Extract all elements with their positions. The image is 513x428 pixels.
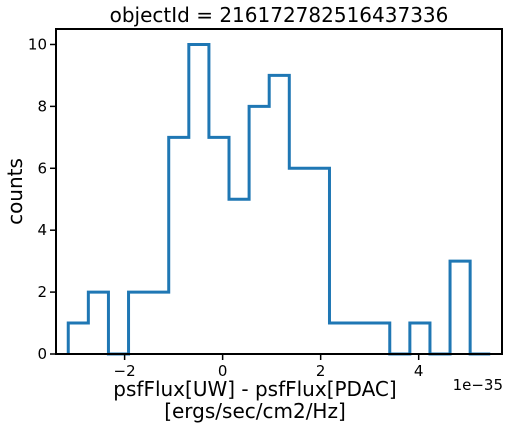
y-tick-label: 10	[28, 35, 47, 53]
y-tick-label: 0	[37, 345, 47, 363]
x-axis-label-line1: psfFlux[UW] - psfFlux[PDAC]	[113, 377, 396, 401]
y-tick-label: 2	[37, 283, 47, 301]
y-tick-label: 6	[37, 159, 47, 177]
y-axis-label: counts	[3, 158, 27, 225]
y-tick-label: 4	[37, 221, 47, 239]
x-axis-offset-label: 1e−35	[453, 376, 503, 394]
x-axis-label-line2: [ergs/sec/cm2/Hz]	[164, 399, 346, 423]
x-tick-label: 2	[316, 362, 326, 380]
x-tick-label: −2	[114, 362, 136, 380]
x-tick-label: 0	[218, 362, 228, 380]
plot-frame	[55, 28, 503, 355]
histogram-step-line	[66, 42, 491, 356]
chart-title: objectId = 216172782516437336	[110, 3, 449, 27]
y-tick-label: 8	[37, 97, 47, 115]
x-tick-label: 4	[414, 362, 424, 380]
